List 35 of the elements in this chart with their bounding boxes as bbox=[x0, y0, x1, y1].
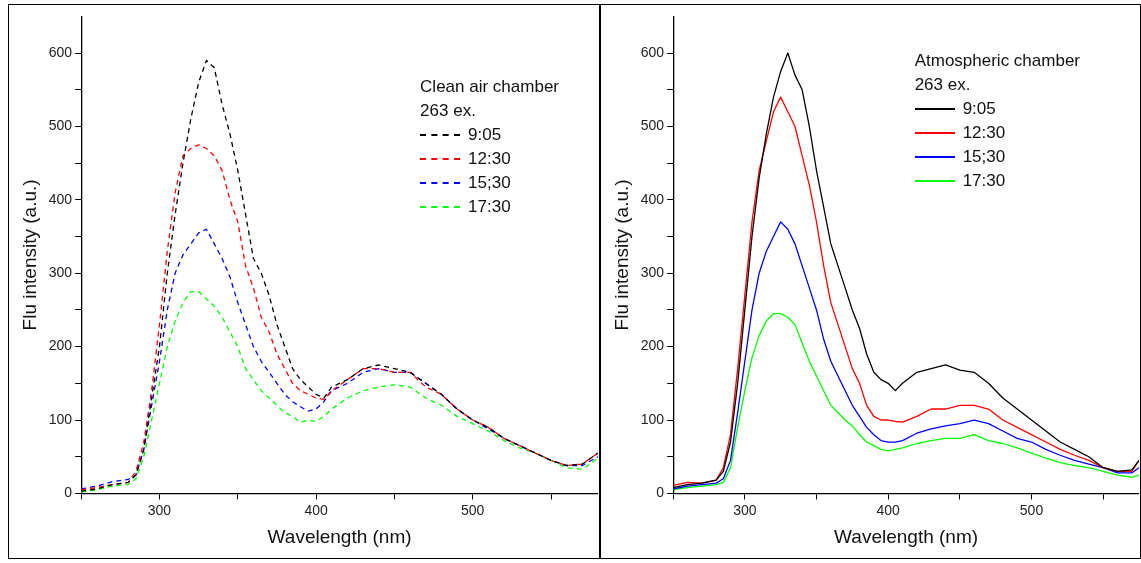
x-tick-label: 400 bbox=[876, 501, 901, 518]
legend-title: Atmospheric chamber 263 ex. bbox=[914, 50, 1080, 96]
legend-label: 9:05 bbox=[468, 124, 502, 146]
y-tick-label: 100 bbox=[640, 410, 665, 427]
y-tick-label: 500 bbox=[640, 117, 665, 134]
y-tick-label: 100 bbox=[48, 410, 73, 427]
x-tick-label: 500 bbox=[1019, 501, 1044, 518]
legend-label: 12:30 bbox=[962, 122, 1006, 144]
y-axis-title: Flu intensity (a.u.) bbox=[18, 179, 40, 331]
y-tick-label: 300 bbox=[48, 264, 73, 281]
y-axis-title: Flu intensity (a.u.) bbox=[610, 179, 632, 331]
legend-label: 9:05 bbox=[962, 98, 996, 120]
y-tick-label: 500 bbox=[48, 117, 73, 134]
y-tick-label: 0 bbox=[64, 484, 73, 501]
x-tick-label: 400 bbox=[304, 501, 328, 518]
line-series bbox=[81, 144, 598, 491]
y-tick-label: 0 bbox=[656, 484, 665, 501]
legend-title: Clean air chamber 263 ex. bbox=[420, 76, 559, 122]
y-tick-label: 600 bbox=[640, 43, 665, 60]
y-tick-label: 200 bbox=[48, 337, 73, 354]
x-tick-label: 500 bbox=[461, 501, 485, 518]
legend-label: 17:30 bbox=[962, 170, 1006, 192]
y-tick-label: 400 bbox=[640, 190, 665, 207]
legend-label: 17:30 bbox=[468, 196, 511, 218]
legend-label: 12:30 bbox=[468, 148, 511, 170]
x-tick-label: 300 bbox=[147, 501, 172, 518]
x-axis-title: Wavelength (nm) bbox=[834, 525, 979, 547]
y-tick-label: 400 bbox=[48, 190, 73, 207]
x-axis-title: Wavelength (nm) bbox=[267, 525, 412, 547]
y-tick-label: 600 bbox=[48, 43, 73, 60]
y-tick-label: 200 bbox=[640, 337, 665, 354]
y-tick-label: 300 bbox=[640, 264, 665, 281]
x-tick-label: 300 bbox=[733, 501, 757, 518]
legend-label: 15;30 bbox=[962, 146, 1006, 168]
legend-label: 15;30 bbox=[468, 172, 511, 194]
